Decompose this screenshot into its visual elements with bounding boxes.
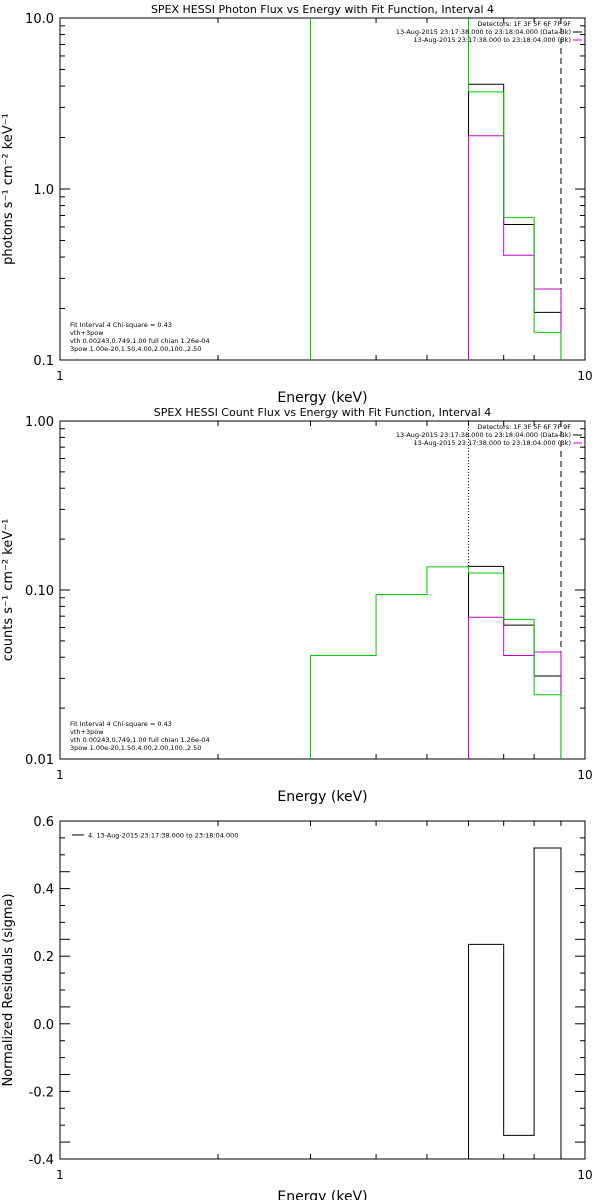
y-tick-label: 0.2 [33,950,54,965]
series-vth-line [309,18,562,360]
y-tick-label: 0.10 [25,584,54,599]
series-4-13-aug-2015-23-17--line [468,847,562,1159]
legend-bottom-entry: vth 0.00243,0.749,1.00 full chian 1.26e-… [70,337,210,345]
x-tick-label: 10 [577,768,592,782]
legend-top-entry: Detectors: 1F 3F 5F 6F 7F 9F [477,423,571,431]
series-data-bk-line [468,565,562,759]
y-tick-label: 0.4 [33,883,54,898]
legend-top-entry: 13-Aug-2015 23:17:38.000 to 23:18:04.000… [396,28,571,36]
panel-2: SPEX HESSI Count Flux vs Energy with Fit… [1,406,593,805]
y-tick-label: 0.1 [33,354,54,369]
y-tick-label: 0.6 [33,815,54,830]
legend-top-entry: 13-Aug-2015 23:17:38.000 to 23:18:04.000… [414,439,571,447]
axes-frame [59,820,586,1160]
plot-area [309,18,562,360]
legend-bottom-entry: 3pow 1.00e-20,1.50,4.00,2.00,100.,2.50 [70,744,201,752]
y-tick-label: -0.4 [29,1153,54,1168]
y-axis-label: photons s⁻¹ cm⁻² keV⁻¹ [1,113,16,265]
x-axis-label: Energy (keV) [277,1189,367,1200]
y-tick-label: -0.2 [29,1085,54,1100]
chart-title: SPEX HESSI Count Flux vs Energy with Fit… [154,406,491,419]
x-tick-label: 10 [577,369,592,383]
y-axis-label: counts s⁻¹ cm⁻² keV⁻¹ [1,519,16,662]
y-tick-label: 10.0 [25,12,54,27]
x-axis-label: Energy (keV) [277,789,367,805]
panel-1: SPEX HESSI Photon Flux vs Energy with Fi… [1,3,593,406]
x-tick-label: 1 [56,369,64,383]
series-bk-line [468,135,562,360]
y-tick-label: 0.01 [25,753,54,768]
axes-frame [59,17,586,361]
y-axis-label: Normalized Residuals (sigma) [1,893,16,1086]
series-vth-line [309,566,562,759]
axes-frame [59,420,586,760]
legend-top-entry: 13-Aug-2015 23:17:38.000 to 23:18:04.000… [414,36,571,44]
x-tick-label: 10 [577,1168,592,1182]
plot-area [468,847,562,1159]
y-tick-label: 0.0 [33,1018,54,1033]
series-data-bk-line [468,83,562,360]
legend-bottom-entry: Fit Interval 4 Chi-square = 0.43 [70,321,172,329]
legend-entry: 4. 13-Aug-2015 23:17:38.000 to 23:18:04.… [88,832,238,840]
x-tick-label: 1 [56,768,64,782]
x-tick-label: 1 [56,1168,64,1182]
chart-title: SPEX HESSI Photon Flux vs Energy with Fi… [151,3,494,16]
panel-3: 1 10 Energy (keV) -0.4 -0.2 0.0 0.2 0.4 0.6 Norma… [1,815,593,1200]
legend-bottom-entry: Fit Interval 4 Chi-square = 0.43 [70,720,172,728]
legend-bottom-entry: vth 0.00243,0.749,1.00 full chian 1.26e-… [70,736,210,744]
legend-bottom-entry: 3pow 1.00e-20,1.50,4.00,2.00,100.,2.50 [70,345,201,353]
y-tick-label: 1.00 [25,415,54,430]
legend-bottom-entry: vth+3pow [70,329,104,337]
legend-top-entry: Detectors: 1F 3F 5F 6F 7F 9F [477,20,571,28]
plot-area [309,421,562,759]
x-axis-label: Energy (keV) [277,390,367,406]
legend-bottom-entry: vth+3pow [70,728,104,736]
y-tick-label: 1.0 [33,183,54,198]
legend-top-entry: 13-Aug-2015 23:17:38.000 to 23:18:04.000… [396,431,571,439]
series-bk-line [468,616,562,759]
